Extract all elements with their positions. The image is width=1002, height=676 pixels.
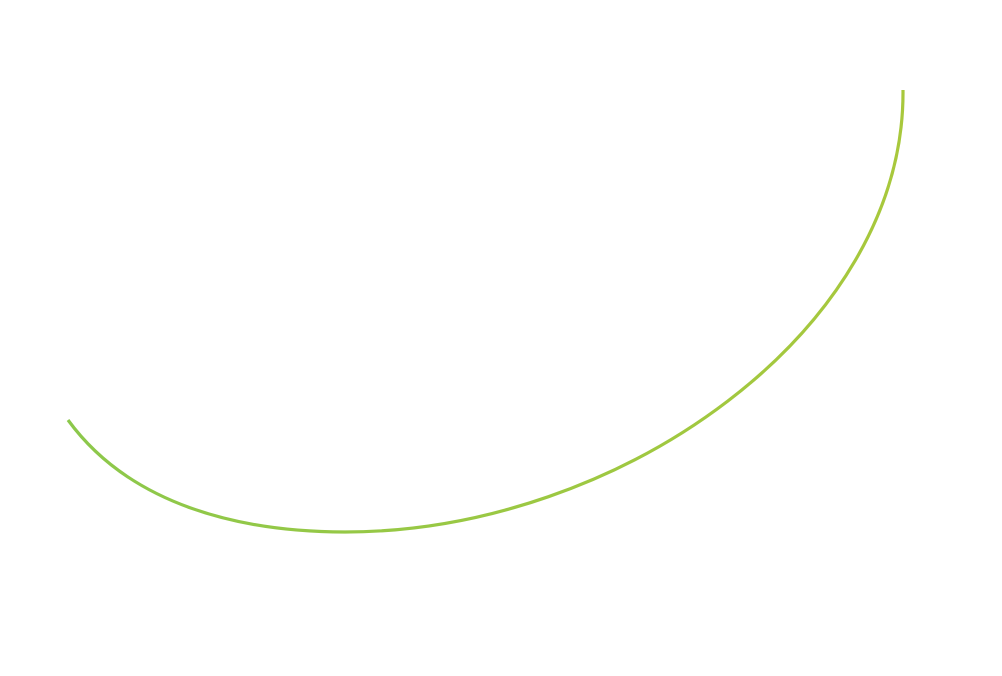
green-arc-curve [66,89,905,534]
